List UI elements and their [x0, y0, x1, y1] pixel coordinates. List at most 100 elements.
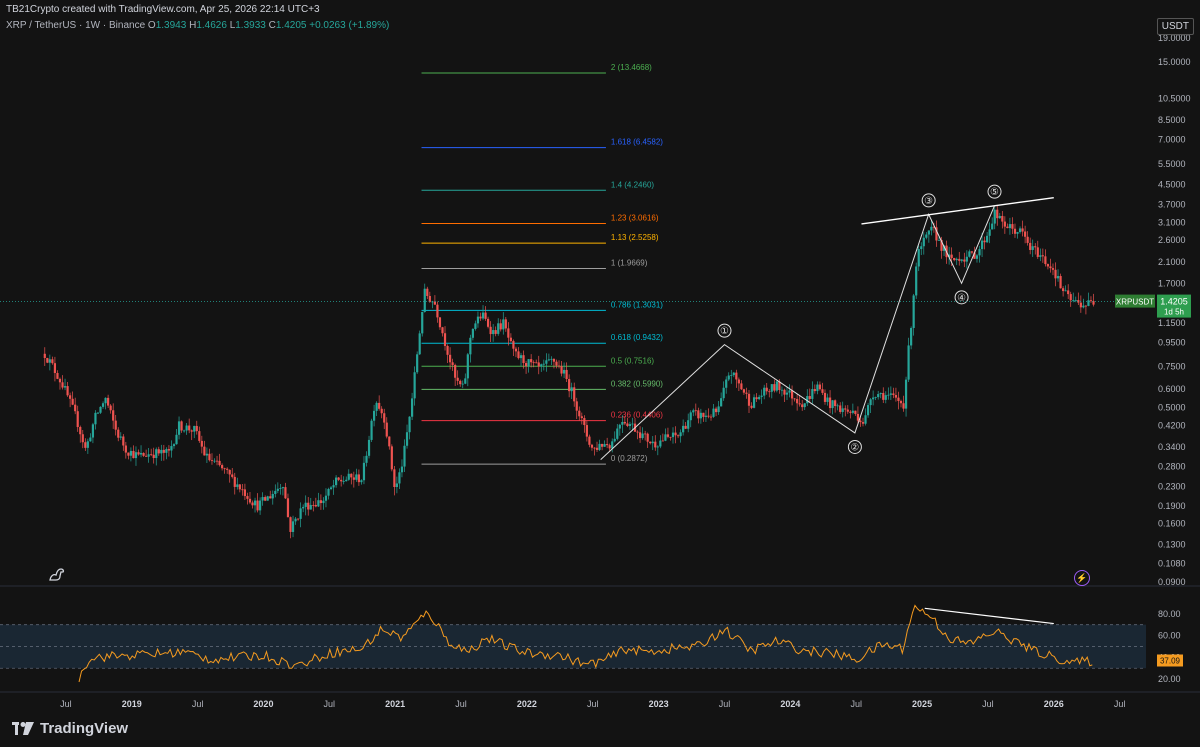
fibonacci-extension[interactable]: 2 (13.4668) 1.618 (6.4582) 1.4 (4.2460) 1.2… — [421, 63, 664, 465]
candle-body-44 — [155, 449, 158, 459]
candle-body-180 — [499, 323, 502, 330]
candle-body-159 — [446, 345, 449, 355]
candle-body-142 — [403, 445, 406, 467]
close-label: C — [268, 20, 276, 31]
candle-body-320 — [854, 410, 857, 414]
candle-body-318 — [849, 411, 852, 413]
candle-body-341 — [907, 345, 910, 380]
candle-body-137 — [390, 446, 393, 470]
candle-body-266 — [717, 406, 720, 413]
candle-body-59 — [193, 425, 196, 432]
currency-button[interactable]: USDT — [1156, 18, 1194, 35]
price-tick-3: 8.5000 — [1158, 115, 1186, 125]
candle-body-384 — [1016, 232, 1019, 234]
candle-body-141 — [400, 466, 404, 473]
price-axis[interactable]: 19.0000 15.0000 10.5000 8.5000 7.0000 5.5000 4… — [1158, 33, 1191, 587]
candle-body-78 — [241, 489, 244, 491]
candle-body-237 — [644, 433, 647, 435]
candle-body-405 — [1069, 294, 1072, 301]
candle-body-52 — [175, 434, 178, 445]
candle-body-175 — [486, 318, 490, 327]
candle-body-61 — [198, 431, 201, 441]
candle-body-154 — [433, 301, 436, 305]
candle-body-107 — [314, 504, 317, 507]
candle-body-312 — [834, 400, 837, 407]
price-tick-15: 0.7500 — [1158, 362, 1186, 372]
candle-body-171 — [476, 316, 480, 324]
wave-marker-4 — [987, 184, 1002, 199]
candle-body-314 — [839, 405, 842, 412]
candle-body-40 — [145, 455, 148, 457]
rsi-badge-bg — [1157, 654, 1183, 667]
candle-body-327 — [872, 397, 875, 400]
price-tick-1: 15.0000 — [1158, 57, 1191, 67]
candle-body-148 — [418, 333, 421, 355]
fib-level-label-1: 1.618 (6.4582) — [611, 138, 663, 147]
symbol-legend[interactable]: XRP / TetherUS · 1W · Binance O1.3943 H1… — [6, 20, 389, 31]
candle-body-350 — [930, 226, 933, 231]
candle-body-22 — [99, 406, 102, 413]
candle-body-267 — [720, 398, 723, 407]
candle-body-379 — [1003, 221, 1006, 227]
fib-level-label-3: 1.23 (3.0616) — [611, 214, 659, 223]
price-tick-21: 0.2300 — [1158, 482, 1186, 492]
price-tick-11: 1.7000 — [1158, 278, 1186, 288]
candle-body-184 — [509, 337, 512, 342]
candle-body-292 — [783, 389, 786, 395]
candle-body-218 — [595, 447, 599, 450]
candle-body-106 — [312, 504, 315, 506]
candle-body-51 — [172, 444, 176, 447]
time-tick-8: Jul — [587, 699, 599, 709]
candle-body-131 — [375, 402, 378, 411]
footer — [0, 712, 1200, 747]
candle-body-0 — [43, 353, 46, 358]
candle-body-298 — [798, 403, 801, 405]
rsi-indicator[interactable] — [78, 604, 1093, 683]
candle-body-103 — [304, 502, 307, 507]
wave-label-4: ⑤ — [990, 187, 999, 198]
candle-body-132 — [378, 402, 381, 409]
candle-body-339 — [902, 403, 905, 409]
time-axis[interactable]: Jul 2019 Jul 2020 Jul 2021 Jul 2022 Jul 2023 Jul 20… — [60, 699, 1125, 709]
candle-body-211 — [578, 410, 581, 417]
candle-body-276 — [742, 389, 746, 393]
symbol-name: XRP / TetherUS · 1W · Binance — [6, 20, 146, 31]
candle-body-215 — [588, 436, 591, 445]
candle-body-138 — [393, 469, 396, 488]
candle-body-86 — [261, 497, 264, 501]
time-tick-4: Jul — [324, 699, 336, 709]
candle-body-158 — [443, 333, 447, 346]
candle-body-194 — [535, 362, 538, 364]
candle-body-400 — [1056, 276, 1060, 279]
candle-body-390 — [1031, 246, 1034, 250]
candle-body-273 — [735, 372, 738, 380]
elliott-wave[interactable]: ① ② ③ ④ ⑤ — [600, 184, 1054, 460]
fib-level-label-5: 1 (1.9669) — [611, 259, 648, 268]
candle-body-395 — [1044, 256, 1047, 265]
candle-body-178 — [494, 330, 497, 334]
price-badge-bg — [1157, 294, 1191, 318]
tradingview-logo[interactable]: TradingView — [12, 720, 128, 737]
candle-body-91 — [274, 490, 277, 494]
lightning-icon[interactable]: ⚡ — [1074, 570, 1090, 586]
candle-body-85 — [259, 500, 262, 511]
candle-body-361 — [958, 258, 961, 261]
candle-body-306 — [818, 384, 822, 390]
time-tick-15: 2026 — [1044, 699, 1064, 709]
candle-body-225 — [613, 438, 616, 442]
candle-body-20 — [94, 412, 97, 425]
candle-body-26 — [109, 405, 112, 411]
dino-icon — [48, 566, 68, 587]
candle-body-348 — [925, 234, 928, 238]
candle-body-21 — [96, 412, 100, 414]
candle-body-344 — [915, 266, 918, 296]
candle-body-182 — [504, 319, 507, 329]
candle-body-143 — [405, 432, 409, 446]
candle-body-270 — [727, 375, 730, 380]
candle-body-38 — [139, 452, 143, 455]
wave-marker-0 — [717, 323, 732, 338]
candle-body-25 — [107, 397, 110, 406]
candle-body-248 — [671, 432, 675, 438]
